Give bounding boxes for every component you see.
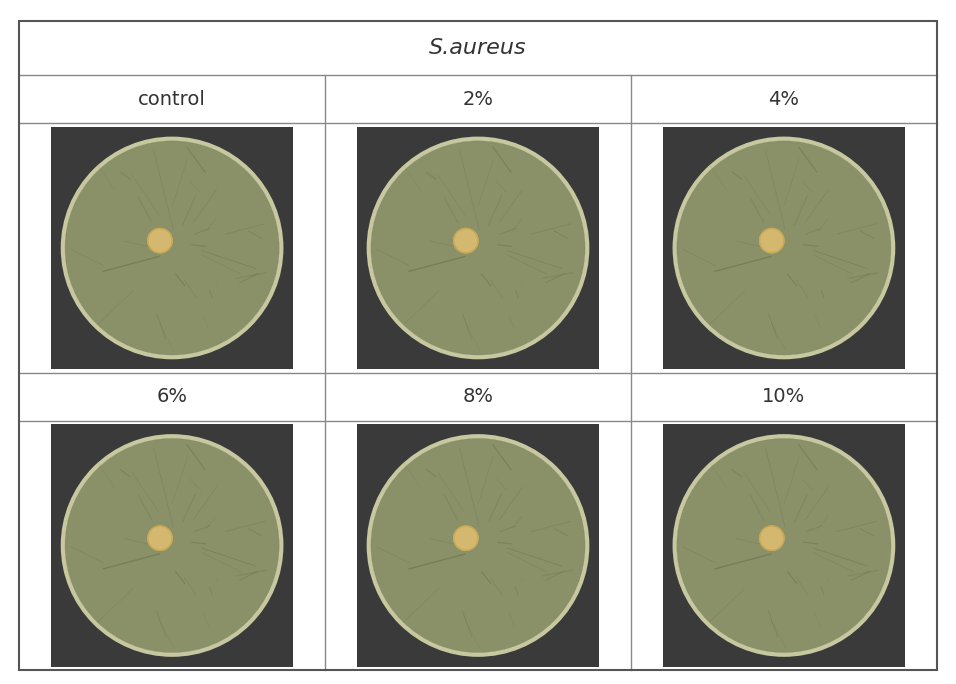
Circle shape	[760, 526, 784, 551]
Text: 8%: 8%	[463, 387, 493, 406]
Circle shape	[454, 228, 478, 253]
Ellipse shape	[371, 141, 585, 355]
Text: 10%: 10%	[762, 387, 806, 406]
Circle shape	[148, 228, 172, 253]
Text: control: control	[139, 90, 206, 109]
Ellipse shape	[677, 141, 891, 355]
Ellipse shape	[371, 438, 585, 653]
Circle shape	[148, 526, 172, 551]
Ellipse shape	[65, 141, 279, 355]
Ellipse shape	[677, 438, 891, 653]
Text: 6%: 6%	[157, 387, 187, 406]
Circle shape	[760, 228, 784, 253]
Text: 2%: 2%	[463, 90, 493, 109]
Text: S.aureus: S.aureus	[429, 38, 527, 58]
Ellipse shape	[65, 438, 279, 653]
Text: 4%: 4%	[769, 90, 799, 109]
Circle shape	[454, 526, 478, 551]
